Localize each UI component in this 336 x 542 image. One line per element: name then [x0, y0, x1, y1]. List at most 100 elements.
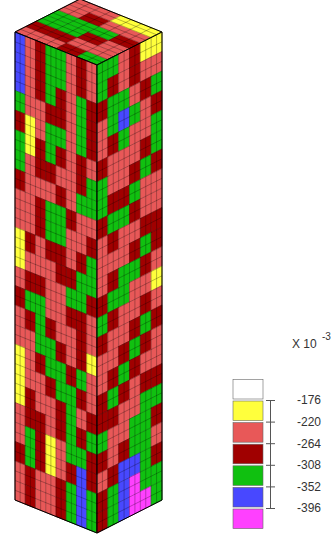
colorbar-swatch	[233, 401, 263, 421]
mesh-line	[97, 471, 162, 504]
mesh-line	[15, 315, 97, 348]
mesh-line	[15, 403, 97, 436]
mesh-line	[15, 286, 97, 319]
mesh-line	[15, 490, 97, 523]
tick: -396	[266, 501, 321, 515]
mesh-line	[97, 61, 162, 94]
mesh-line	[15, 305, 97, 338]
mesh-line	[97, 149, 162, 182]
mesh	[15, 32, 97, 533]
side-cells	[97, 32, 162, 533]
mesh-line	[15, 227, 97, 260]
scale-label: X 10	[292, 337, 317, 351]
tick: -352	[266, 480, 321, 494]
mesh-line	[15, 169, 97, 202]
mesh-line	[25, 3, 90, 36]
mesh-line	[97, 256, 162, 289]
tick-label: -220	[297, 415, 321, 429]
tick-label: -352	[297, 480, 321, 494]
mesh-line	[97, 354, 162, 387]
tick-mark	[266, 400, 275, 401]
colorbar-axis-line	[271, 401, 276, 509]
mesh-line	[97, 373, 162, 406]
tick-mark	[266, 443, 275, 444]
mesh-line	[66, 20, 131, 53]
mesh-line	[97, 393, 162, 426]
colorbar-swatch	[233, 487, 263, 507]
mesh-line	[97, 159, 162, 192]
mesh-line	[97, 139, 162, 172]
mesh-line	[15, 208, 97, 241]
mesh-line	[15, 442, 97, 475]
mesh-line	[97, 295, 162, 328]
mesh-line	[97, 91, 162, 124]
mesh-line	[15, 198, 97, 231]
mesh-line	[97, 305, 162, 338]
chart: -176 -220 -264 -308 -352 -396 X 10 -3	[0, 0, 336, 542]
mesh-line	[15, 188, 97, 221]
mesh-line	[15, 120, 97, 153]
mesh-line	[97, 276, 162, 309]
mesh-line	[15, 159, 97, 192]
mesh-line	[97, 237, 162, 270]
mesh-line	[15, 354, 97, 387]
mesh-line	[97, 71, 162, 104]
mesh-line	[15, 276, 97, 309]
tick-label: -264	[297, 437, 321, 451]
mesh-line	[97, 247, 162, 280]
mesh-line	[15, 344, 97, 377]
mesh-line	[15, 325, 97, 358]
mesh-line	[46, 11, 111, 44]
mesh-line	[97, 286, 162, 319]
mesh-line	[15, 61, 97, 94]
mesh-line	[15, 393, 97, 426]
mesh-line	[97, 344, 162, 377]
mesh-line	[15, 295, 97, 328]
colorbar-swatch	[233, 379, 263, 399]
mesh-line	[97, 432, 162, 465]
mesh-line	[97, 490, 162, 523]
scale-exponent: -3	[322, 331, 331, 342]
mesh-line	[15, 334, 97, 367]
tick-label: -308	[297, 458, 321, 472]
mesh-line	[15, 81, 97, 114]
mesh-line	[97, 130, 162, 163]
mesh-line	[15, 52, 97, 85]
mesh-line	[97, 422, 162, 455]
mesh-line	[15, 71, 97, 104]
colorbar-axis: -176 -220 -264 -308 -352 -396	[266, 393, 321, 515]
mesh-line	[15, 100, 97, 133]
colorbar-swatch	[233, 509, 263, 529]
colorbar-swatch	[233, 466, 263, 486]
mesh-line	[15, 432, 97, 465]
mesh-line	[15, 178, 97, 211]
colorbar-swatch	[233, 423, 263, 443]
mesh-line	[36, 7, 101, 40]
tick-label: -176	[297, 393, 321, 407]
mesh-line	[15, 247, 97, 280]
mesh-line	[15, 451, 97, 484]
mesh-line	[97, 169, 162, 202]
face-outline	[15, 32, 97, 533]
mesh-line	[97, 334, 162, 367]
colorbar-swatch	[233, 444, 263, 464]
tick-mark	[266, 422, 275, 423]
colorbar: -176 -220 -264 -308 -352 -396 X 10 -3	[233, 331, 331, 529]
tick: -220	[266, 415, 321, 429]
mesh-line	[48, 16, 130, 49]
mesh-line	[97, 325, 162, 358]
mesh-line	[97, 227, 162, 260]
mesh-line	[15, 461, 97, 494]
mesh-line	[97, 481, 162, 514]
tick-mark	[266, 508, 275, 509]
mesh-line	[97, 266, 162, 299]
mesh-line	[97, 451, 162, 484]
mesh-line	[97, 81, 162, 114]
mesh-line	[15, 364, 97, 397]
mesh-line	[97, 442, 162, 475]
mesh-line	[15, 237, 97, 270]
mesh-line	[15, 139, 97, 172]
tick: -176	[266, 393, 321, 407]
mesh-line	[97, 383, 162, 416]
mesh-line	[97, 52, 162, 85]
